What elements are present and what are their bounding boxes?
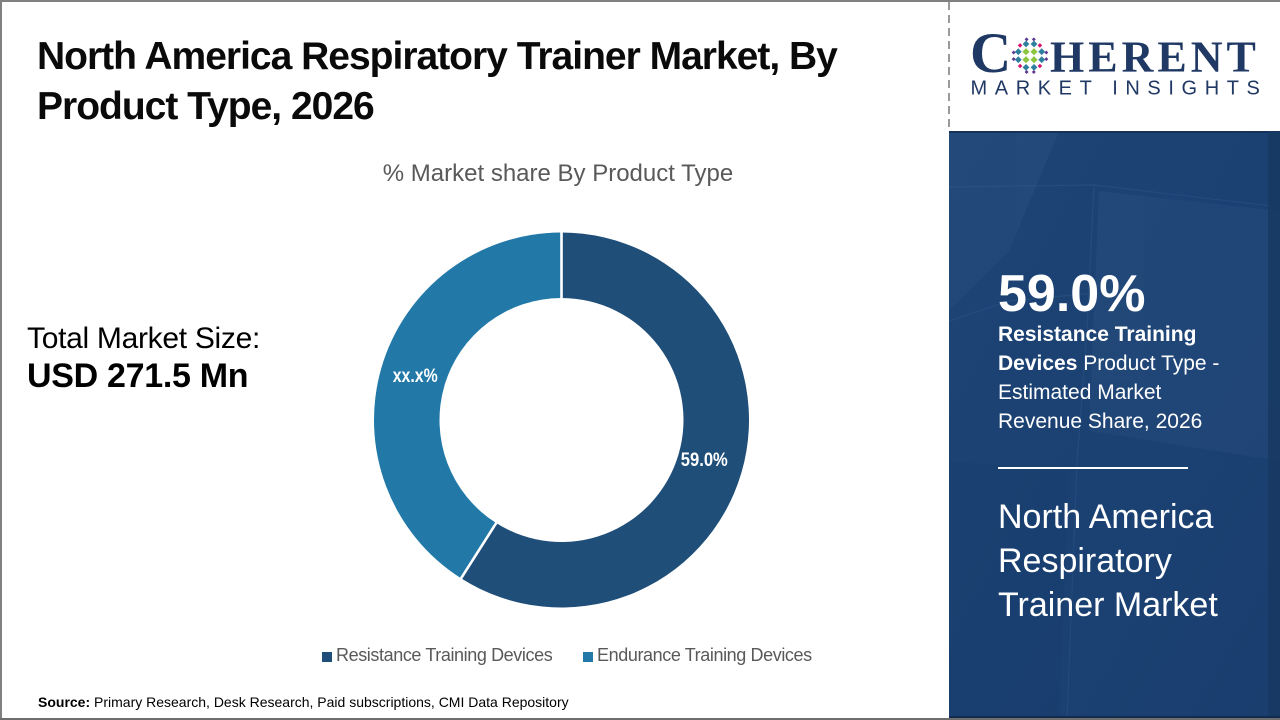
svg-text:C: C	[970, 22, 1011, 85]
svg-text:HERENT: HERENT	[1050, 33, 1260, 82]
svg-text:59.0%: 59.0%	[681, 450, 728, 471]
svg-text:MARKET INSIGHTS: MARKET INSIGHTS	[971, 77, 1268, 99]
svg-text:xx.x%: xx.x%	[393, 365, 438, 387]
